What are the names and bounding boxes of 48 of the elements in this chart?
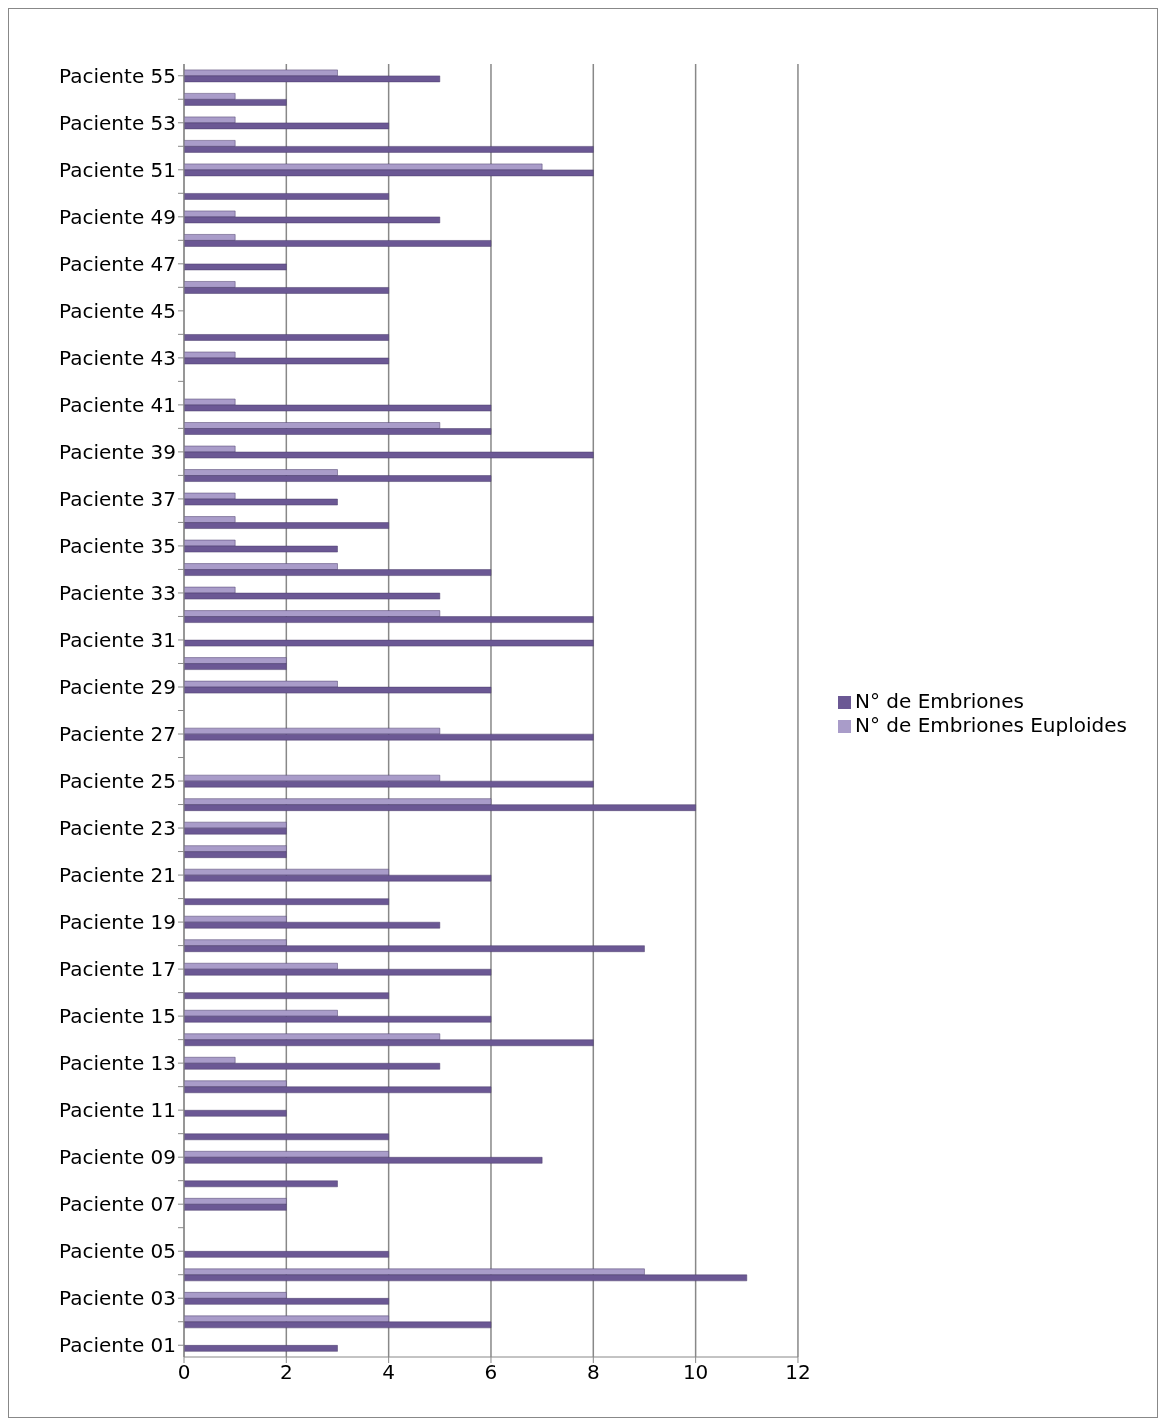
bar [184,1251,389,1258]
y-tick-label: Paciente 13 [59,1051,176,1076]
y-tick-label: Paciente 07 [59,1192,176,1217]
bar [184,1133,389,1141]
y-tick-label: Paciente 37 [59,487,176,512]
y-tick-label: Paciente 17 [59,957,176,982]
y-tick-label: Paciente 15 [59,1004,176,1029]
x-tick-label: 4 [382,1360,396,1385]
x-tick-label: 0 [177,1360,191,1385]
x-tick-label: 12 [785,1360,811,1385]
y-tick-label: Paciente 29 [59,675,176,700]
bar [184,639,594,647]
y-tick-label: Paciente 45 [59,298,176,323]
y-tick-label: Paciente 55 [59,63,176,88]
bar [184,1345,338,1352]
legend-label: N° de Embriones Euploides [854,713,1127,737]
y-tick-label: Paciente 47 [59,251,176,276]
x-tick-label: 8 [586,1360,600,1385]
y-tick-label: Paciente 05 [59,1239,176,1264]
bar [184,992,389,999]
y-tick-label: Paciente 43 [59,345,176,370]
bar [184,1180,338,1188]
x-tick-label: 6 [484,1360,498,1385]
y-tick-label: Paciente 51 [59,157,176,182]
y-tick-label: Paciente 27 [59,722,176,747]
y-tick-label: Paciente 23 [59,816,176,841]
y-tick-label: Paciente 19 [59,910,176,935]
bar [184,898,389,905]
bar [184,1110,287,1117]
y-tick-label: Paciente 03 [59,1286,176,1311]
y-tick-label: Paciente 49 [59,204,176,229]
legend-label: N° de Embriones [854,689,1024,713]
y-tick-label: Paciente 31 [59,628,176,653]
y-tick-label: Paciente 09 [59,1145,176,1170]
y-tick-label: Paciente 35 [59,534,176,559]
x-tick-label: 2 [279,1360,293,1385]
bar [184,263,287,271]
y-tick-label: Paciente 33 [59,581,176,606]
bar [184,193,389,200]
y-tick-label: Paciente 11 [59,1098,176,1123]
y-tick-label: Paciente 01 [59,1333,176,1358]
y-tick-label: Paciente 25 [59,769,176,794]
y-tick-label: Paciente 21 [59,863,176,888]
y-tick-label: Paciente 39 [59,440,176,464]
y-tick-label: Paciente 53 [59,110,176,135]
x-tick-label: 10 [682,1360,709,1385]
bar [184,334,389,341]
y-tick-label: Paciente 41 [59,392,176,417]
